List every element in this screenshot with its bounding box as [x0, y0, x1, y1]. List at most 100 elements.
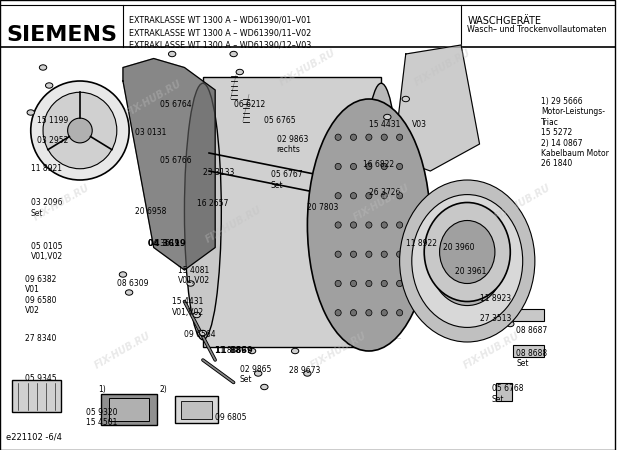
Circle shape — [254, 371, 262, 376]
Text: 03 2096
Set: 03 2096 Set — [31, 198, 62, 218]
Text: 03 0131: 03 0131 — [135, 128, 167, 137]
Text: WASCHGERÄTE: WASCHGERÄTE — [467, 16, 541, 26]
Circle shape — [384, 114, 391, 120]
Circle shape — [39, 65, 46, 70]
Ellipse shape — [396, 280, 403, 287]
Ellipse shape — [335, 163, 341, 170]
Text: 09 6382
V01
09 6580
V02: 09 6382 V01 09 6580 V02 — [25, 275, 56, 315]
Text: 1) 29 5666
Motor-Leistungs-
Triac
15 5272
2) 14 0867
Kabelbaum Motor
26 1840: 1) 29 5666 Motor-Leistungs- Triac 15 527… — [541, 97, 609, 168]
Ellipse shape — [335, 310, 341, 316]
FancyBboxPatch shape — [497, 382, 512, 400]
Text: 08 6309: 08 6309 — [117, 279, 148, 288]
Ellipse shape — [350, 280, 357, 287]
Text: V03: V03 — [412, 120, 427, 129]
Text: FIX-HUB.RU: FIX-HUB.RU — [93, 331, 153, 371]
FancyBboxPatch shape — [513, 310, 544, 320]
Text: 08 8687: 08 8687 — [516, 326, 548, 335]
Text: 16 6822: 16 6822 — [363, 160, 394, 169]
Ellipse shape — [350, 222, 357, 228]
Ellipse shape — [396, 193, 403, 199]
Text: 15 4081
V01,V02: 15 4081 V01,V02 — [178, 266, 211, 285]
Text: 04 3619: 04 3619 — [148, 239, 179, 248]
Text: 05 9345: 05 9345 — [25, 374, 56, 382]
FancyBboxPatch shape — [12, 380, 62, 412]
Ellipse shape — [366, 310, 372, 316]
Text: EXTRAKLASSE WT 1300 A – WD61390/11–V02: EXTRAKLASSE WT 1300 A – WD61390/11–V02 — [129, 28, 312, 37]
Ellipse shape — [396, 134, 403, 140]
FancyBboxPatch shape — [175, 396, 218, 423]
Circle shape — [193, 312, 200, 318]
Ellipse shape — [447, 237, 488, 285]
Circle shape — [482, 285, 489, 291]
Text: 08 8688
Set: 08 8688 Set — [516, 349, 548, 368]
Ellipse shape — [335, 222, 341, 228]
Circle shape — [304, 371, 311, 376]
Circle shape — [513, 285, 520, 291]
FancyBboxPatch shape — [513, 346, 544, 356]
Text: Wasch– und Trockenvollautomaten: Wasch– und Trockenvollautomaten — [467, 25, 607, 34]
Ellipse shape — [43, 92, 117, 169]
Ellipse shape — [366, 222, 372, 228]
Text: 02 9865
Set: 02 9865 Set — [240, 364, 271, 384]
Text: 05 6767
Set: 05 6767 Set — [270, 171, 302, 190]
FancyBboxPatch shape — [101, 394, 156, 425]
Text: 05 6768
Set: 05 6768 Set — [492, 384, 523, 404]
Circle shape — [46, 83, 53, 88]
FancyBboxPatch shape — [203, 76, 381, 346]
Circle shape — [402, 96, 410, 102]
Text: 28 9673: 28 9673 — [289, 366, 321, 375]
Text: 11 8921: 11 8921 — [31, 164, 62, 173]
Text: 20 3960: 20 3960 — [443, 243, 474, 252]
Ellipse shape — [31, 81, 129, 180]
Text: FIX-HUB.RU: FIX-HUB.RU — [32, 182, 92, 223]
Circle shape — [261, 384, 268, 390]
Ellipse shape — [381, 251, 387, 257]
Text: FIX-HUB.RU: FIX-HUB.RU — [413, 47, 473, 88]
Text: FIX-HUB.RU: FIX-HUB.RU — [462, 331, 522, 371]
Ellipse shape — [396, 310, 403, 316]
Text: 20 3961: 20 3961 — [455, 267, 487, 276]
Text: 16 2657: 16 2657 — [197, 199, 228, 208]
Ellipse shape — [350, 310, 357, 316]
Ellipse shape — [335, 134, 341, 140]
Ellipse shape — [381, 310, 387, 316]
Text: 05 0105
V01,V02: 05 0105 V01,V02 — [31, 242, 63, 261]
Text: 20 7803: 20 7803 — [307, 203, 339, 212]
Ellipse shape — [396, 222, 403, 228]
Ellipse shape — [381, 280, 387, 287]
Ellipse shape — [381, 163, 387, 170]
FancyBboxPatch shape — [109, 398, 149, 421]
Text: FIX-HUB.RU: FIX-HUB.RU — [124, 79, 184, 119]
Text: 03 2952: 03 2952 — [37, 136, 68, 145]
Text: 11 8923: 11 8923 — [480, 294, 511, 303]
Ellipse shape — [335, 251, 341, 257]
Text: 20 6958: 20 6958 — [135, 207, 167, 216]
Text: 11 8869: 11 8869 — [215, 346, 253, 355]
Text: 2): 2) — [160, 385, 168, 394]
Ellipse shape — [184, 83, 221, 340]
Text: FIX-HUB.RU: FIX-HUB.RU — [204, 205, 263, 245]
Text: e221102 -6/4: e221102 -6/4 — [6, 432, 62, 441]
Text: EXTRAKLASSE WT 1300 A – WD61390/12–V03: EXTRAKLASSE WT 1300 A – WD61390/12–V03 — [129, 41, 312, 50]
Ellipse shape — [396, 251, 403, 257]
Text: 05 6764: 05 6764 — [160, 100, 191, 109]
Text: 23 3133: 23 3133 — [203, 168, 234, 177]
Text: 06 6212: 06 6212 — [233, 100, 265, 109]
Ellipse shape — [381, 134, 387, 140]
Ellipse shape — [307, 99, 431, 351]
Circle shape — [230, 51, 237, 57]
Circle shape — [125, 290, 133, 295]
Text: 05 9320
15 4501: 05 9320 15 4501 — [86, 408, 118, 428]
Ellipse shape — [363, 83, 399, 340]
Polygon shape — [123, 58, 215, 270]
Text: 02 9863
rechts: 02 9863 rechts — [277, 135, 308, 154]
Circle shape — [249, 348, 256, 354]
Circle shape — [187, 281, 194, 286]
Ellipse shape — [350, 134, 357, 140]
Ellipse shape — [335, 280, 341, 287]
Circle shape — [488, 303, 495, 309]
Ellipse shape — [366, 193, 372, 199]
Text: 11 8922: 11 8922 — [406, 239, 437, 248]
Ellipse shape — [366, 134, 372, 140]
Ellipse shape — [439, 220, 495, 284]
